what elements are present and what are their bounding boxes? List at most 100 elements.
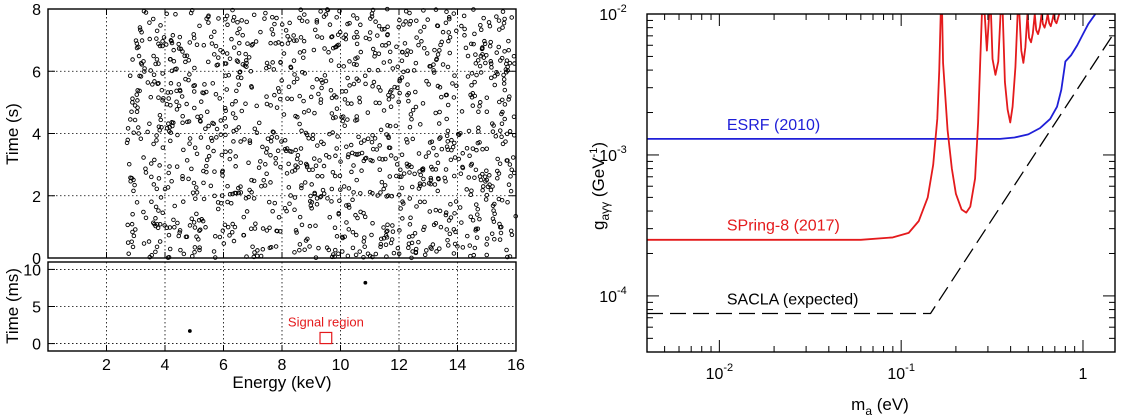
ul-point [472, 79, 477, 85]
ul-point [130, 212, 135, 217]
ul-point [211, 148, 216, 154]
ul-point [136, 53, 142, 59]
ul-point [440, 29, 446, 35]
ul-point [435, 52, 441, 57]
ul-point [436, 176, 441, 182]
ul-point [164, 102, 170, 107]
y-title-unit: (GeV [589, 157, 608, 197]
ul-point [282, 146, 288, 152]
ul-point [446, 38, 451, 44]
ul-point [192, 145, 198, 150]
signal-region-box [319, 331, 333, 345]
ul-point [164, 225, 170, 230]
ul-point [340, 249, 345, 254]
ul-point [329, 254, 335, 260]
ul-point [176, 41, 181, 47]
ul-point [373, 251, 379, 257]
ul-point [176, 82, 182, 87]
r-xtick-base-0: 10 [706, 366, 724, 383]
ul-point [285, 33, 290, 39]
ul-point [423, 154, 429, 159]
ul-point [324, 245, 330, 250]
ul-point [235, 30, 240, 36]
ul-point [171, 217, 176, 223]
ul-point [405, 92, 410, 98]
ul-point [431, 70, 437, 75]
ul-point [236, 50, 242, 56]
ul-point [187, 141, 192, 146]
ul-point [335, 134, 340, 139]
ul-point [428, 177, 434, 183]
ll-ytick-label-0: 0 [32, 337, 41, 354]
ul-point [344, 203, 349, 208]
ul-point [268, 138, 274, 144]
ul-point [405, 82, 410, 87]
ul-point [329, 111, 335, 116]
ul-point [428, 181, 434, 187]
ul-point [506, 47, 511, 53]
ul-point [274, 135, 280, 140]
ul-point [436, 121, 442, 126]
ll-xtick-label-7: 16 [507, 357, 525, 374]
ul-point [254, 103, 259, 109]
ul-point [219, 152, 225, 158]
ul-point [451, 95, 457, 100]
ul-point [314, 20, 320, 25]
ul-point [346, 202, 351, 208]
ul-point [495, 176, 500, 181]
ul-point [198, 99, 204, 104]
r-xtick-exp-1: -1 [905, 362, 915, 374]
ul-point [414, 35, 419, 40]
ul-point [166, 121, 171, 126]
ul-point [229, 101, 235, 107]
ul-point [158, 117, 163, 123]
ul-point [219, 193, 225, 198]
ul-point [329, 34, 335, 39]
ul-point [369, 139, 375, 145]
ul-point [284, 171, 290, 176]
r-xtick-exp-0: -2 [723, 362, 733, 374]
ul-point [177, 228, 183, 233]
ul-point [453, 199, 459, 204]
ul-point [323, 78, 329, 84]
ul-point [471, 41, 476, 47]
ul-point [351, 13, 356, 18]
ul-point [231, 139, 236, 144]
ul-point [387, 123, 393, 129]
ul-point [299, 222, 305, 228]
ul-point [129, 109, 134, 114]
ul-point [162, 186, 168, 192]
ul-point [396, 99, 401, 105]
ul-point [312, 190, 317, 196]
ul-point [410, 107, 416, 113]
ul-point [403, 19, 408, 24]
ul-point [321, 191, 327, 196]
ul-point [220, 49, 226, 55]
ul-point [502, 116, 507, 122]
ul-point [178, 247, 183, 253]
ul-point [381, 225, 386, 230]
ul-point [262, 183, 268, 188]
ul-point [250, 244, 255, 249]
ul-point [189, 216, 195, 222]
ul-point [249, 43, 254, 48]
ul-point [460, 245, 466, 250]
ul-point [233, 190, 239, 196]
ul-point [269, 135, 274, 140]
ul-point [475, 226, 481, 231]
ul-point [346, 205, 352, 210]
ul-point [459, 23, 464, 29]
ul-point [378, 190, 383, 195]
ul-point [315, 143, 320, 148]
ul-point [477, 174, 483, 179]
ul-point [438, 224, 444, 230]
ul-point [130, 229, 135, 235]
ul-point [268, 40, 273, 46]
ul-point [414, 18, 419, 23]
ul-point [397, 228, 402, 233]
ul-point [248, 226, 254, 232]
ul-point [439, 94, 444, 100]
ul-point [194, 234, 199, 239]
ul-point [469, 94, 475, 100]
ul-point [133, 227, 138, 232]
